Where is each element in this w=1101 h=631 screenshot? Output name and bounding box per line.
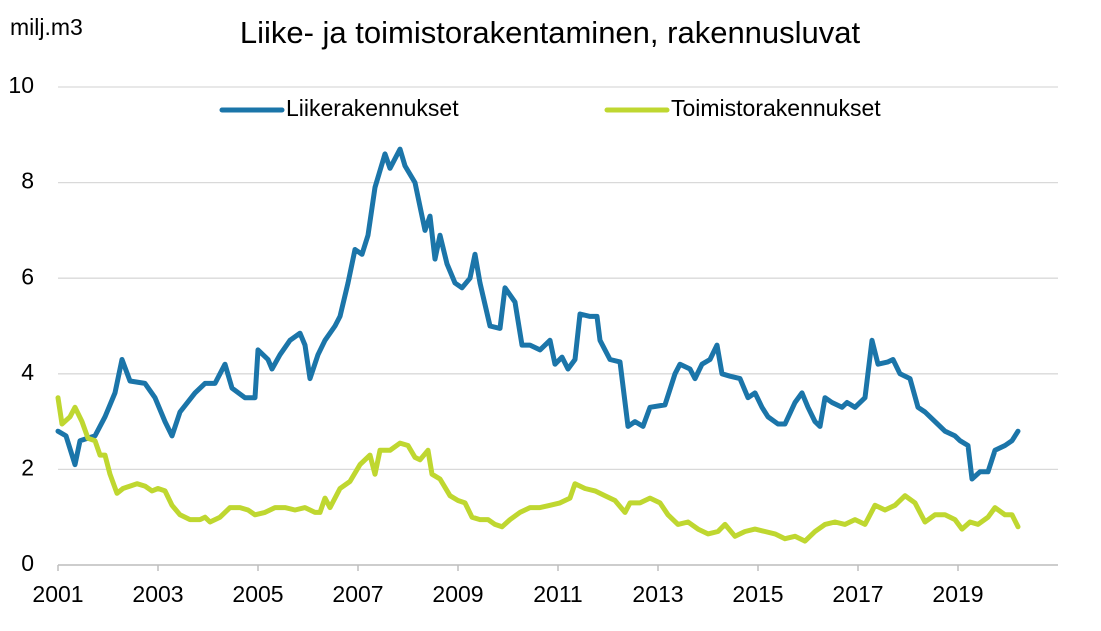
y-tick-label: 8	[21, 168, 34, 194]
x-tick-label: 2007	[332, 581, 383, 607]
x-tick-label: 2019	[932, 581, 983, 607]
legend-label: Liikerakennukset	[286, 95, 459, 121]
x-tick-label: 2011	[533, 581, 582, 607]
x-tick-label: 2009	[432, 581, 483, 607]
chart-title: Liike- ja toimistorakentaminen, rakennus…	[240, 15, 861, 50]
y-tick-label: 10	[8, 72, 34, 98]
legend-label: Toimistorakennukset	[671, 95, 881, 121]
data-line	[55, 395, 1021, 544]
x-tick-label: 2013	[632, 581, 683, 607]
x-tick-label: 2003	[132, 581, 183, 607]
x-tick-label: 2001	[32, 581, 83, 607]
y-tick-label: 0	[21, 550, 34, 576]
y-tick-label: 6	[21, 263, 34, 289]
y-axis-unit: milj.m3	[10, 14, 83, 40]
x-tick-label: 2005	[232, 581, 283, 607]
y-tick-label: 2	[21, 454, 34, 480]
x-tick-label: 2015	[732, 581, 783, 607]
y-tick-label: 4	[21, 359, 34, 385]
x-tick-label: 2017	[832, 581, 883, 607]
data-line	[55, 146, 1021, 482]
